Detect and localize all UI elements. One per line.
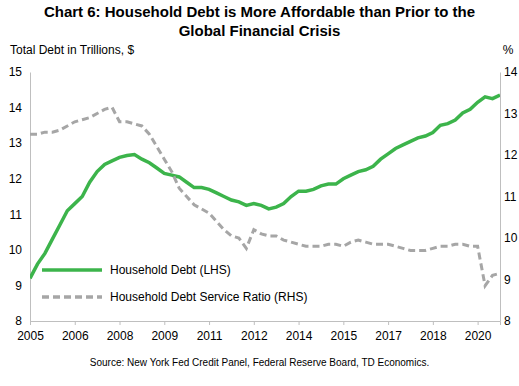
legend-label: Household Debt (LHS) — [110, 263, 231, 277]
x-tick-label: 2015 — [330, 329, 357, 343]
y2-tick: 9 — [500, 273, 511, 287]
x-tick-mark — [75, 321, 76, 325]
x-tick: 2011 — [197, 321, 223, 343]
y2-tick-label: 9 — [504, 273, 511, 287]
x-tick-label: 2020 — [465, 329, 492, 343]
x-tick-label: 2008 — [107, 329, 134, 343]
x-tick-mark — [254, 321, 255, 325]
x-tick-label: 2012 — [241, 329, 268, 343]
y2-tick: 12 — [500, 148, 518, 162]
y2-tick-label: 11 — [504, 190, 517, 204]
y2-tick: 11 — [500, 190, 517, 204]
x-tick-mark — [433, 321, 434, 325]
legend-swatch — [42, 268, 102, 272]
y-axis: 8 9 10 11 12 13 14 15 — [9, 65, 31, 328]
y-tick: 15 — [9, 65, 30, 79]
x-tick-label: 2017 — [375, 329, 402, 343]
x-tick: 2012 — [241, 321, 268, 343]
x-tick-mark — [120, 321, 121, 325]
x-tick-mark — [343, 321, 344, 325]
y-tick: 14 — [9, 101, 30, 115]
y-axis-label: Total Debt in Trillions, $ — [10, 43, 134, 57]
y2-tick-label: 10 — [504, 231, 518, 245]
x-tick: 2020 — [465, 321, 492, 343]
y2-tick-label: 13 — [504, 107, 518, 121]
y2-tick: 10 — [500, 231, 518, 245]
x-tick-label: 2009 — [151, 329, 178, 343]
y-tick-label: 14 — [9, 101, 23, 115]
legend-swatch — [42, 295, 102, 299]
x-tick-mark — [209, 321, 210, 325]
y-tick-label: 11 — [10, 208, 23, 222]
title-line: Chart 6: Household Debt is More Affordab… — [44, 3, 475, 20]
y2-tick: 14 — [500, 65, 518, 79]
y-tick-label: 9 — [15, 279, 22, 293]
x-tick: 2014 — [286, 321, 313, 343]
x-tick-mark — [30, 321, 31, 325]
x-axis: 2005 2006 2008 2009 2011 2012 2014 2015 2017 2018… — [17, 321, 500, 343]
x-tick: 2009 — [151, 321, 178, 343]
y-tick-label: 8 — [15, 314, 22, 328]
legend-label: Household Debt Service Ratio (RHS) — [110, 290, 307, 304]
x-tick-label: 2011 — [197, 329, 223, 343]
x-tick-label: 2018 — [420, 329, 447, 343]
x-tick-label: 2006 — [62, 329, 89, 343]
x-tick: 2018 — [420, 321, 447, 343]
x-axis-line — [31, 322, 501, 326]
x-tick-mark — [388, 321, 389, 325]
series-line — [30, 107, 500, 285]
y2-tick: 13 — [500, 107, 518, 121]
y2-tick: 8 — [500, 314, 511, 328]
y-tick-label: 12 — [9, 172, 23, 186]
chart: Chart 6: Household Debt is More Affordab… — [0, 0, 519, 386]
x-tick-label: 2005 — [17, 329, 44, 343]
series-line — [30, 95, 500, 278]
y2-tick-label: 14 — [504, 65, 518, 79]
x-tick: 2008 — [107, 321, 134, 343]
x-tick-mark — [478, 321, 479, 325]
y-tick-label: 10 — [9, 243, 23, 257]
y-axis-line — [30, 73, 31, 322]
y-tick: 8 — [15, 314, 30, 328]
y2-tick-label: 8 — [504, 314, 511, 328]
title-line: Global Financial Crisis — [179, 22, 341, 39]
x-tick-mark — [164, 321, 165, 325]
x-tick: 2015 — [330, 321, 357, 343]
y-tick: 12 — [9, 172, 30, 186]
source: Source: New York Fed Credit Panel, Feder… — [90, 357, 429, 368]
y2-axis-label: % — [503, 43, 514, 57]
x-tick: 2006 — [62, 321, 89, 343]
legend: Household Debt (LHS) Household Debt Servi… — [42, 263, 307, 304]
x-tick-mark — [299, 321, 300, 325]
y-tick: 9 — [15, 279, 30, 293]
y-tick-label: 13 — [9, 136, 23, 150]
y-tick: 10 — [9, 243, 30, 257]
y2-axis: 8 9 10 11 12 13 14 — [500, 65, 518, 328]
y-tick-label: 15 — [9, 65, 23, 79]
y-tick: 11 — [10, 208, 30, 222]
plot-area — [30, 95, 500, 286]
y2-axis-line — [500, 73, 501, 322]
title: Chart 6: Household Debt is More Affordab… — [44, 3, 475, 39]
y2-tick-label: 12 — [504, 148, 518, 162]
x-tick: 2017 — [375, 321, 402, 343]
x-tick-label: 2014 — [286, 329, 313, 343]
y-tick: 13 — [9, 136, 30, 150]
